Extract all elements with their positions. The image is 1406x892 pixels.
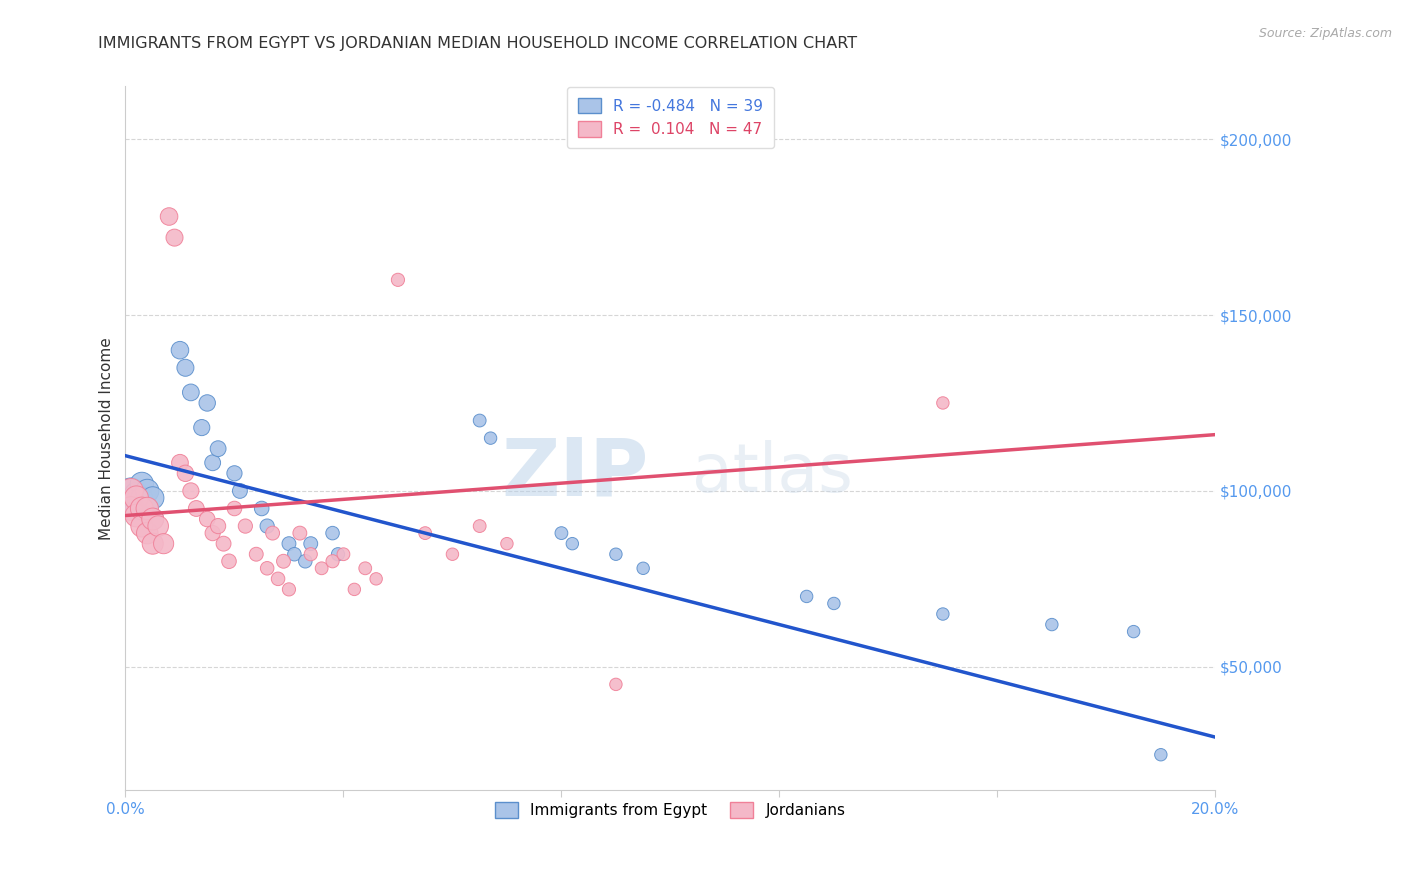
Point	[195, 512, 218, 526]
Point	[343, 582, 366, 597]
Point	[201, 456, 224, 470]
Point	[366, 572, 388, 586]
Point	[561, 536, 583, 550]
Point	[212, 536, 235, 550]
Text: Source: ZipAtlas.com: Source: ZipAtlas.com	[1258, 27, 1392, 40]
Point	[250, 501, 273, 516]
Point	[605, 677, 627, 691]
Point	[605, 547, 627, 561]
Point	[169, 456, 191, 470]
Y-axis label: Median Household Income: Median Household Income	[100, 337, 114, 540]
Point	[278, 582, 301, 597]
Point	[120, 483, 142, 498]
Point	[174, 360, 197, 375]
Point	[235, 519, 257, 533]
Point	[142, 512, 165, 526]
Point	[136, 526, 159, 541]
Point	[441, 547, 464, 561]
Point	[823, 597, 845, 611]
Point	[195, 396, 218, 410]
Point	[468, 413, 491, 427]
Point	[1040, 617, 1063, 632]
Point	[468, 519, 491, 533]
Point	[796, 590, 818, 604]
Point	[631, 561, 654, 575]
Point	[299, 536, 322, 550]
Point	[142, 491, 165, 505]
Point	[413, 526, 436, 541]
Point	[136, 483, 159, 498]
Point	[131, 476, 153, 491]
Point	[120, 501, 142, 516]
Point	[326, 547, 349, 561]
Point	[332, 547, 354, 561]
Point	[283, 547, 305, 561]
Point	[180, 483, 202, 498]
Point	[120, 494, 142, 508]
Point	[224, 467, 246, 481]
Point	[125, 508, 148, 523]
Point	[229, 483, 252, 498]
Point	[186, 501, 208, 516]
Point	[157, 210, 180, 224]
Point	[354, 561, 377, 575]
Point	[125, 501, 148, 516]
Point	[278, 536, 301, 550]
Point	[142, 536, 165, 550]
Point	[311, 561, 333, 575]
Point	[146, 519, 169, 533]
Point	[1122, 624, 1144, 639]
Point	[262, 526, 284, 541]
Point	[191, 420, 214, 434]
Point	[125, 487, 148, 501]
Point	[180, 385, 202, 400]
Point	[288, 526, 311, 541]
Point	[125, 491, 148, 505]
Point	[120, 483, 142, 498]
Point	[131, 501, 153, 516]
Text: atlas: atlas	[692, 441, 853, 507]
Point	[131, 519, 153, 533]
Point	[224, 501, 246, 516]
Point	[387, 273, 409, 287]
Point	[267, 572, 290, 586]
Point	[294, 554, 316, 568]
Point	[479, 431, 502, 445]
Point	[218, 554, 240, 568]
Point	[201, 526, 224, 541]
Point	[932, 607, 955, 621]
Point	[322, 526, 344, 541]
Point	[256, 519, 278, 533]
Point	[174, 467, 197, 481]
Point	[256, 561, 278, 575]
Point	[932, 396, 955, 410]
Point	[245, 547, 267, 561]
Point	[169, 343, 191, 358]
Point	[142, 512, 165, 526]
Point	[207, 519, 229, 533]
Point	[550, 526, 572, 541]
Point	[136, 501, 159, 516]
Point	[322, 554, 344, 568]
Text: ZIP: ZIP	[502, 434, 648, 512]
Point	[136, 501, 159, 516]
Point	[1150, 747, 1173, 762]
Point	[152, 536, 174, 550]
Legend: Immigrants from Egypt, Jordanians: Immigrants from Egypt, Jordanians	[489, 797, 852, 824]
Point	[299, 547, 322, 561]
Point	[207, 442, 229, 456]
Point	[496, 536, 519, 550]
Text: IMMIGRANTS FROM EGYPT VS JORDANIAN MEDIAN HOUSEHOLD INCOME CORRELATION CHART: IMMIGRANTS FROM EGYPT VS JORDANIAN MEDIA…	[98, 36, 858, 51]
Point	[131, 491, 153, 505]
Point	[273, 554, 295, 568]
Point	[163, 230, 186, 244]
